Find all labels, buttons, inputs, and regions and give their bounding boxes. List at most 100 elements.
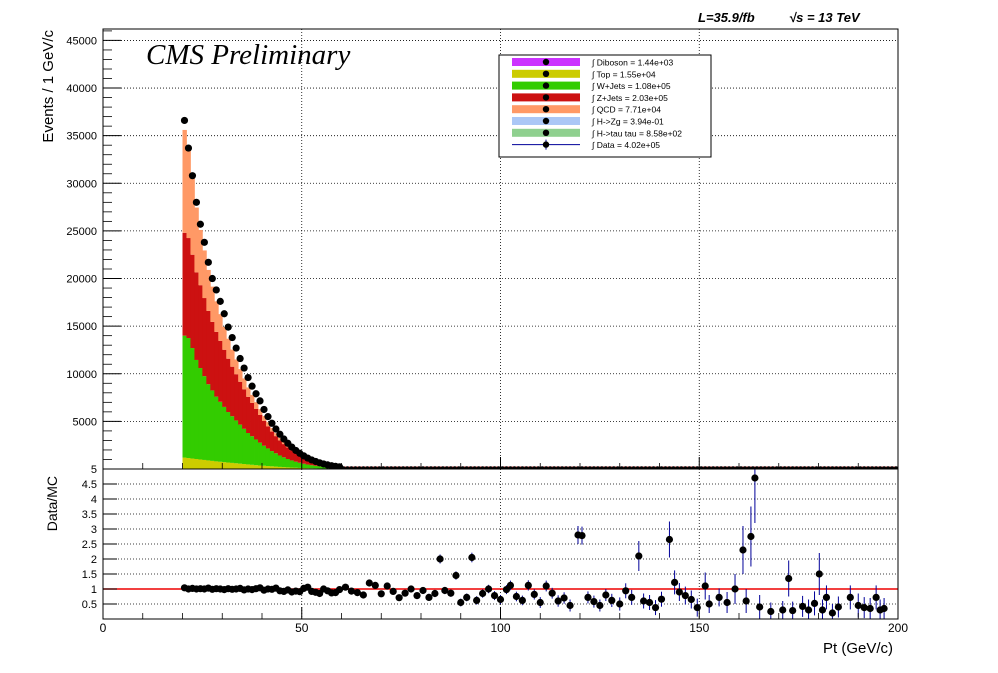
legend-marker-qcd [542, 106, 550, 113]
ratio-point [560, 594, 568, 602]
stack-bar-qcd [234, 359, 239, 375]
data-point [256, 397, 264, 405]
stack-bar-top [198, 459, 203, 469]
data-point [208, 274, 216, 283]
stack-bar-zjets [262, 421, 267, 446]
stack-bar-zjets [250, 402, 255, 437]
ratio-point [413, 592, 421, 600]
stack-bar-top [293, 467, 299, 469]
data-point [268, 419, 276, 427]
stack-bar-top [289, 467, 295, 469]
ratio-y-tick-label: 0.5 [82, 599, 97, 611]
stack-bar-wjets [246, 433, 251, 465]
ratio-x-tick-label: 50 [295, 621, 309, 635]
stack-bar-wjets [190, 348, 195, 459]
stack-bar-top [234, 463, 239, 469]
data-point [220, 310, 228, 318]
ratio-y-tick-label: 4 [91, 494, 97, 506]
stack-bar-top [254, 465, 259, 469]
ratio-point [822, 593, 831, 602]
ratio-point [665, 535, 674, 544]
legend-marker-diboson [542, 58, 550, 66]
stack-bar-zjets [214, 331, 219, 397]
stack-bar-qcd [198, 229, 203, 286]
ratio-point [872, 593, 880, 602]
ratio-point [436, 555, 444, 563]
ratio-y-tick-label: 3 [91, 524, 97, 536]
stack-bar-top [258, 465, 263, 469]
ratio-point [860, 604, 868, 612]
stack-bar-top [269, 466, 275, 469]
stack-bar-zjets [293, 453, 299, 462]
ratio-point [468, 553, 476, 562]
ratio-point [747, 532, 755, 541]
stack-bar-zjets [190, 254, 195, 349]
stack-bar-zjets [186, 238, 191, 339]
ratio-point [359, 591, 367, 599]
stack-bar-top [206, 460, 211, 469]
main-y-tick-label: 10000 [66, 369, 97, 381]
main-y-axis-label: Events / 1 GeV/c [40, 30, 57, 143]
data-point [276, 430, 284, 438]
stack-bar-top [230, 462, 235, 469]
stack-bar-zjets [226, 358, 231, 413]
stack-bar-zjets [254, 409, 259, 440]
stack-bar-wjets [234, 420, 239, 464]
ratio-point [687, 595, 695, 604]
data-point [244, 373, 252, 382]
stack-bar-zjets [198, 285, 203, 369]
stack-bar-top [285, 467, 291, 469]
ratio-y-tick-label: 3.5 [82, 509, 97, 521]
data-point [196, 220, 204, 228]
stack-bar-qcd [202, 250, 207, 299]
ratio-point [834, 603, 842, 611]
data-point [236, 354, 244, 363]
data-point [240, 364, 248, 372]
stack-bar-wjets [301, 463, 307, 469]
legend-label-wjets: ∫ W+Jets = 1.08e+05 [591, 81, 671, 91]
ratio-point [779, 606, 787, 614]
ratio-x-tick-label: 150 [689, 621, 709, 635]
stack-bar-zjets [222, 349, 227, 407]
cms-preliminary-label: CMS Preliminary [146, 39, 350, 71]
ratio-point [590, 598, 598, 606]
stack-bar-zjets [246, 396, 251, 433]
ratio-point [846, 593, 854, 602]
ratio-point [496, 595, 505, 604]
stack-bar-qcd [269, 428, 275, 432]
ratio-y-tick-label: 2 [91, 554, 97, 566]
ratio-point [441, 586, 449, 595]
ratio-point [457, 598, 465, 607]
legend-label-hzg: ∫ H->Zg = 3.94e-01 [591, 117, 664, 127]
ratio-point [701, 582, 709, 590]
legend-marker-wjets [542, 82, 550, 89]
stack-bar-top [222, 462, 227, 469]
stack-bar-zjets [242, 389, 247, 429]
ratio-x-tick-label: 0 [100, 621, 107, 635]
ratio-point [715, 593, 723, 602]
stacked-histogram [182, 129, 342, 469]
ratio-point [335, 586, 344, 594]
ratio-point [785, 574, 793, 583]
ratio-point [536, 598, 544, 607]
x-axis-label: Pt (GeV/c) [823, 640, 893, 657]
ratio-point [608, 596, 616, 605]
stack-bar-zjets [194, 272, 199, 360]
legend: ∫ Diboson = 1.44e+03∫ Top = 1.55e+04 ∫ W+… [498, 54, 712, 158]
data-point [272, 425, 280, 433]
stack-bar-wjets [273, 453, 279, 467]
stack-bar-wjets [222, 406, 227, 463]
ratio-point [866, 604, 874, 613]
stack-bar-qcd [281, 442, 287, 445]
stack-bar-top [297, 467, 303, 469]
stack-bar-top [281, 467, 287, 469]
ratio-point [395, 594, 403, 602]
ratio-point [473, 596, 481, 605]
stack-bar-top [186, 458, 191, 469]
ratio-point [584, 593, 592, 602]
legend-label-qcd: ∫ QCD = 7.71e+04 [591, 105, 661, 115]
ratio-point [705, 600, 713, 608]
stack-bar-zjets [289, 450, 295, 461]
stack-bar-qcd [186, 146, 191, 239]
stack-bar-top [210, 460, 215, 469]
